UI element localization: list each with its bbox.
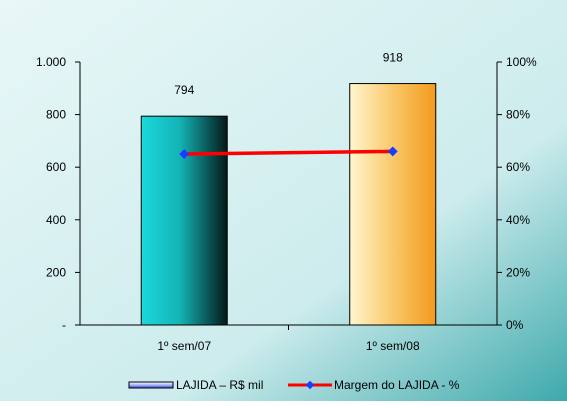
labels-layer: 794 1º sem/07 918 1º sem/08 xyxy=(157,51,420,353)
legend: LAJIDA – R$ mil Margem do LAJIDA - % xyxy=(128,378,460,392)
y-left-tick-label: 600 xyxy=(46,160,66,174)
y-right-tick-label: 0% xyxy=(506,318,524,332)
bar-data-label: 794 xyxy=(174,83,194,97)
y-left-tick-label: 400 xyxy=(46,213,66,227)
line-point xyxy=(179,149,190,159)
y-right-tick-label: 60% xyxy=(506,160,530,174)
y-right-tick-label: 20% xyxy=(506,265,530,279)
legend-line-marker xyxy=(305,380,315,390)
y-left-tick-label: 200 xyxy=(46,265,66,279)
y-left-tick-label: - xyxy=(62,318,66,332)
margin-line xyxy=(184,149,393,156)
bar xyxy=(349,83,437,326)
bar xyxy=(140,115,228,326)
y-left-tick-label: 800 xyxy=(46,108,66,122)
y-right-tick-label: 40% xyxy=(506,213,530,227)
y-left-tick-label: 1.000 xyxy=(36,55,66,69)
y-right-tick-label: 80% xyxy=(506,108,530,122)
line-layer xyxy=(179,146,398,159)
bar-data-label: 918 xyxy=(383,51,403,65)
legend-bar-swatch xyxy=(128,381,174,389)
legend-line-label: Margem do LAJIDA - % xyxy=(334,378,460,392)
axes-layer: - 200 400 600 800 1.000 0% 20% 40% 60% 80% 100% xyxy=(36,55,537,332)
line-point xyxy=(387,146,398,157)
legend-bar-label: LAJIDA – R$ mil xyxy=(176,378,263,392)
x-tick-label: 1º sem/07 xyxy=(157,339,211,353)
x-tick-label: 1º sem/08 xyxy=(366,339,420,353)
bars-layer xyxy=(140,83,437,326)
y-right-tick-label: 100% xyxy=(506,55,537,69)
